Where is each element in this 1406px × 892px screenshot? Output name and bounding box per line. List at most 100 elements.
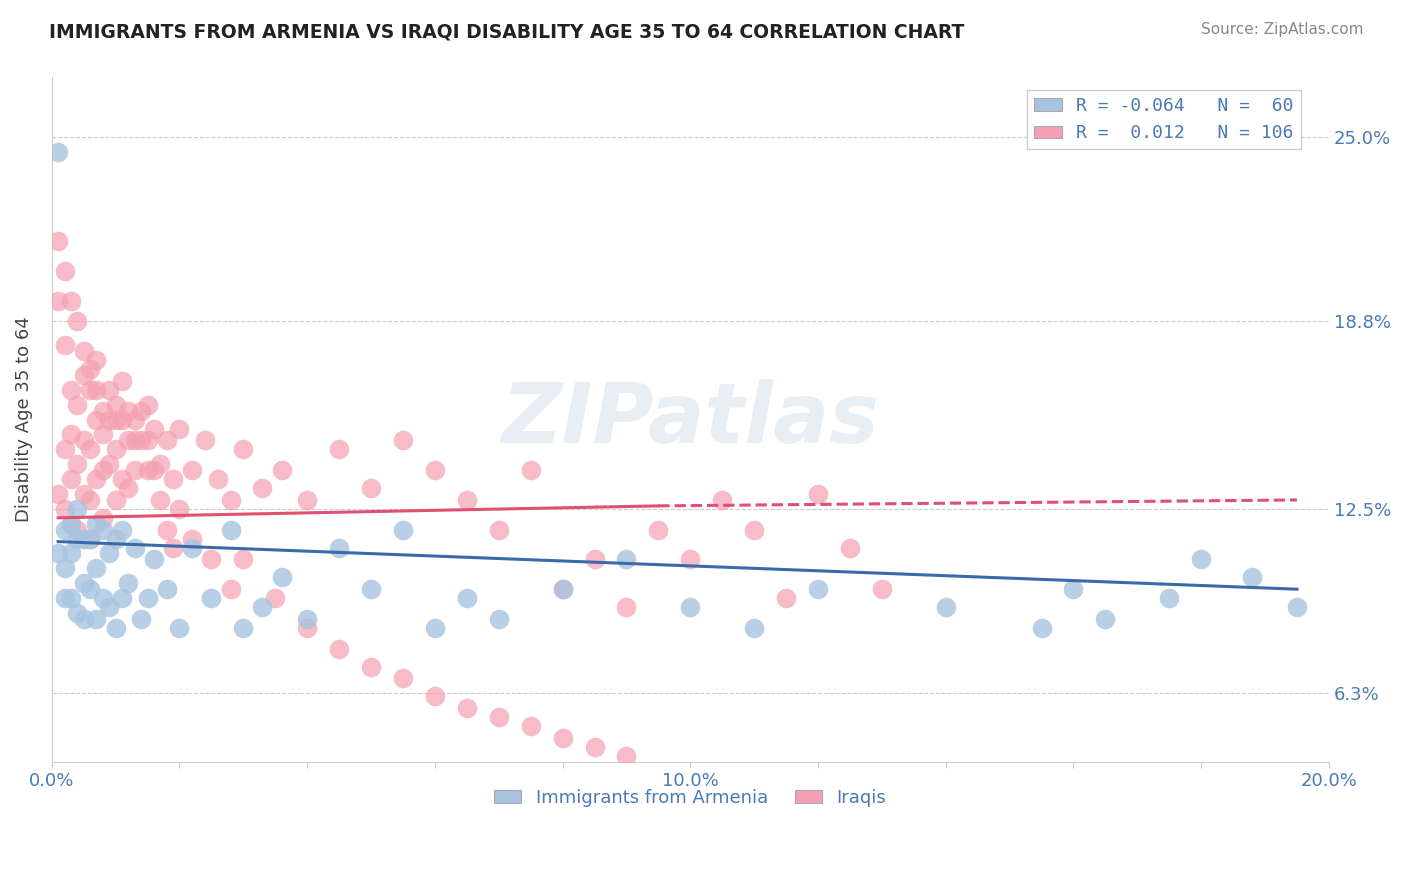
Point (1285, 600, 1308, 615)
Point (73, 612, 96, 626)
Point (519, 463, 541, 477)
Point (583, 739, 606, 754)
Point (219, 582, 242, 597)
Point (104, 442, 127, 457)
Point (86, 412, 108, 426)
Point (66, 501, 89, 516)
Point (807, 582, 830, 597)
Point (488, 523, 510, 537)
Point (124, 412, 146, 426)
Point (91, 403, 114, 417)
Point (79, 582, 101, 597)
Point (91, 591, 114, 606)
Legend: Immigrants from Armenia, Iraqis: Immigrants from Armenia, Iraqis (486, 782, 894, 814)
Point (117, 576, 139, 591)
Point (98, 547, 121, 561)
Point (181, 532, 204, 546)
Point (124, 463, 146, 477)
Point (488, 710, 510, 724)
Point (295, 492, 318, 507)
Point (111, 472, 134, 486)
Point (219, 523, 242, 537)
Point (53, 264, 76, 278)
Point (73, 434, 96, 448)
Point (73, 532, 96, 546)
Point (98, 600, 121, 615)
Point (616, 600, 638, 615)
Point (423, 621, 446, 635)
Point (162, 472, 184, 486)
Point (207, 472, 229, 486)
Point (156, 582, 179, 597)
Point (142, 421, 165, 435)
Point (328, 541, 350, 555)
Point (104, 532, 127, 546)
Point (252, 481, 274, 495)
Point (66, 314, 89, 328)
Point (252, 600, 274, 615)
Text: IMMIGRANTS FROM ARMENIA VS IRAQI DISABILITY AGE 35 TO 64 CORRELATION CHART: IMMIGRANTS FROM ARMENIA VS IRAQI DISABIL… (49, 22, 965, 41)
Point (66, 398, 89, 412)
Point (1189, 552, 1212, 566)
Point (295, 621, 318, 635)
Point (46, 293, 69, 308)
Point (488, 612, 510, 626)
Point (104, 398, 127, 412)
Point (295, 612, 318, 626)
Point (181, 463, 204, 477)
Point (1062, 582, 1084, 597)
Point (456, 492, 478, 507)
Point (73, 368, 96, 382)
Point (839, 541, 862, 555)
Point (59, 383, 82, 397)
Point (583, 552, 606, 566)
Point (111, 523, 134, 537)
Point (169, 501, 191, 516)
Point (1241, 570, 1264, 584)
Point (53, 338, 76, 352)
Point (53, 442, 76, 457)
Point (136, 591, 159, 606)
Point (328, 641, 350, 656)
Point (711, 492, 734, 507)
Point (162, 541, 184, 555)
Point (136, 463, 159, 477)
Point (53, 523, 76, 537)
Point (149, 492, 172, 507)
Point (79, 383, 101, 397)
Point (86, 353, 108, 368)
Point (98, 383, 121, 397)
Point (136, 398, 159, 412)
Point (46, 145, 69, 159)
Point (86, 561, 108, 575)
Point (66, 532, 89, 546)
Point (616, 552, 638, 566)
Point (423, 690, 446, 704)
Point (360, 481, 382, 495)
Point (98, 412, 121, 426)
Point (1094, 612, 1116, 626)
Point (53, 591, 76, 606)
Point (232, 442, 254, 457)
Y-axis label: Disability Age 35 to 64: Disability Age 35 to 64 (15, 317, 32, 523)
Point (59, 472, 82, 486)
Point (194, 434, 217, 448)
Point (392, 672, 415, 686)
Point (270, 570, 292, 584)
Point (551, 731, 574, 745)
Point (456, 701, 478, 715)
Point (935, 600, 957, 615)
Point (807, 487, 830, 501)
Point (392, 434, 415, 448)
Point (66, 606, 89, 620)
Point (86, 516, 108, 531)
Point (59, 427, 82, 442)
Point (79, 362, 101, 376)
Point (59, 547, 82, 561)
Point (59, 293, 82, 308)
Point (59, 591, 82, 606)
Point (742, 621, 765, 635)
Point (142, 463, 165, 477)
Point (104, 492, 127, 507)
Point (360, 582, 382, 597)
